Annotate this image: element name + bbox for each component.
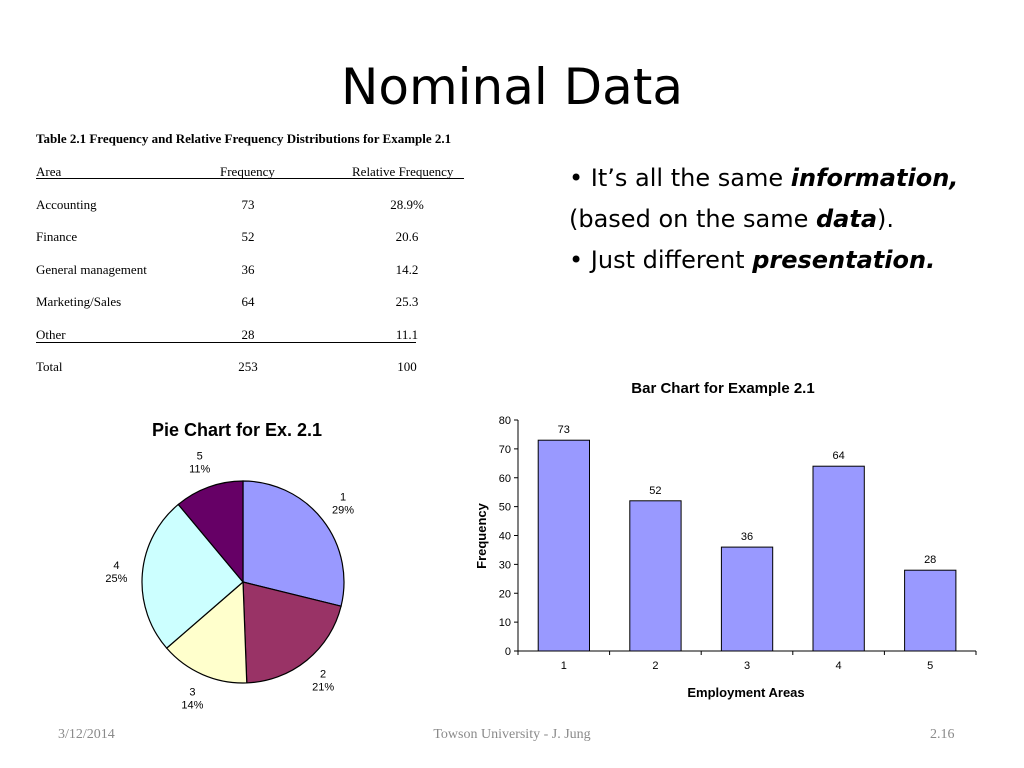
footer-page-number: 2.16 bbox=[930, 727, 955, 742]
y-tick-label: 60 bbox=[499, 473, 511, 485]
cell-frequency: 73 bbox=[241, 196, 255, 212]
bar-5 bbox=[904, 569, 957, 652]
bar-data-label-3: 36 bbox=[741, 531, 753, 543]
x-tick-label-3: 3 bbox=[744, 660, 750, 672]
table-header-row: Area Frequency Relative Frequency bbox=[36, 158, 466, 191]
footer-date: 3/12/2014 bbox=[58, 727, 115, 742]
pie-label-5: 5 bbox=[197, 451, 203, 463]
pie-percent-5: 11% bbox=[189, 464, 210, 476]
pie-label-4: 4 bbox=[113, 560, 119, 572]
pie-slice-4 bbox=[141, 503, 244, 649]
cell-area: Marketing/Sales bbox=[36, 294, 122, 309]
pie-label-3: 3 bbox=[189, 687, 195, 699]
pie-label-2: 2 bbox=[320, 669, 326, 681]
pie-slices bbox=[141, 480, 345, 684]
cell-area: General management bbox=[36, 261, 147, 277]
y-tick-label: 20 bbox=[499, 588, 511, 600]
cell-frequency: 36 bbox=[241, 261, 255, 277]
bullet-item: (based on the same data). bbox=[569, 199, 1009, 240]
header-relative-frequency: Relative Frequency bbox=[352, 164, 454, 179]
x-tick-label-1: 1 bbox=[561, 660, 567, 672]
cell-relative-frequency: 25.3 bbox=[395, 294, 419, 309]
y-tick-label: 0 bbox=[505, 646, 511, 658]
x-tick-label-4: 4 bbox=[836, 660, 842, 672]
header-rule bbox=[36, 178, 464, 179]
bar-2 bbox=[629, 500, 682, 652]
bar-axes: 0 10 20 30 40 50 60 70 80 1 2 3 4 5 bbox=[499, 415, 977, 672]
bar-data-label-1: 73 bbox=[558, 424, 570, 436]
pie-labels: 129% 221% 314% 425% 511% bbox=[105, 451, 354, 712]
pie-slice-5 bbox=[177, 480, 244, 584]
bar-3 bbox=[720, 546, 774, 652]
cell-frequency: 52 bbox=[241, 229, 255, 244]
x-tick-label-5: 5 bbox=[927, 660, 933, 672]
cell-frequency: 64 bbox=[241, 294, 255, 309]
y-tick-label: 40 bbox=[499, 531, 511, 543]
footer-center: Towson University - J. Jung bbox=[433, 727, 591, 742]
bar-data-label-5: 28 bbox=[924, 554, 936, 566]
table-row: Accounting 73 28.9% bbox=[36, 191, 466, 224]
slide-title: Nominal Data bbox=[340, 58, 684, 116]
cell-area: Accounting bbox=[36, 196, 97, 212]
cell-relative-frequency: 100 bbox=[397, 359, 417, 374]
table-row: Finance 52 20.6 bbox=[36, 223, 466, 256]
bar-1 bbox=[537, 439, 590, 652]
cell-relative-frequency: 20.6 bbox=[395, 229, 419, 244]
subtotal-rule bbox=[36, 341, 416, 343]
bar-chart: Bar Chart for Example 2.1 0 10 20 30 40 50 60 7… bbox=[474, 380, 977, 700]
table-row-total: Total 253 100 bbox=[36, 353, 466, 386]
bar-bars: 73 52 36 64 28 bbox=[537, 424, 957, 652]
bullet-list: • It’s all the same information, (based … bbox=[569, 158, 1009, 281]
y-tick-label: 30 bbox=[499, 559, 511, 571]
pie-percent-3: 14% bbox=[181, 700, 203, 712]
cell-area: Finance bbox=[36, 229, 78, 244]
cell-relative-frequency: 11.1 bbox=[395, 326, 419, 342]
bullet-marker: • bbox=[569, 246, 584, 274]
table-row: General management 36 14.2 bbox=[36, 256, 466, 289]
header-frequency: Frequency bbox=[220, 164, 275, 179]
y-tick-label: 80 bbox=[499, 415, 511, 427]
cell-frequency: 28 bbox=[241, 326, 255, 342]
bullet-text: Just different bbox=[590, 246, 753, 274]
bar-data-label-4: 64 bbox=[832, 450, 844, 462]
bar-4 bbox=[812, 465, 865, 652]
x-tick-label-2: 2 bbox=[652, 660, 658, 672]
bullet-text: It’s all the same bbox=[590, 164, 791, 192]
bar-chart-xlabel: Employment Areas bbox=[687, 685, 804, 700]
y-tick-label: 50 bbox=[499, 502, 511, 514]
cell-area: Other bbox=[36, 326, 66, 342]
pie-slice-2 bbox=[242, 581, 342, 684]
header-area: Area bbox=[36, 164, 62, 179]
pie-chart-title: Pie Chart for Ex. 2.1 bbox=[152, 420, 322, 440]
bullet-item: • Just different presentation. bbox=[569, 240, 1009, 281]
table-row: Other 28 11.1 bbox=[36, 321, 466, 354]
y-tick-label: 70 bbox=[499, 444, 511, 456]
frequency-table: Area Frequency Relative Frequency Accoun… bbox=[36, 158, 466, 386]
cell-frequency: 253 bbox=[238, 359, 258, 374]
bullet-emphasis: information, bbox=[790, 164, 959, 192]
cell-relative-frequency: 28.9% bbox=[390, 196, 424, 212]
table-row: Marketing/Sales 64 25.3 bbox=[36, 288, 466, 321]
cell-area: Total bbox=[36, 359, 63, 374]
bullet-emphasis: data bbox=[815, 205, 878, 233]
bullet-text: (based on the same bbox=[569, 205, 816, 233]
bar-chart-ylabel: Frequency bbox=[474, 502, 489, 569]
bullet-item: • It’s all the same information, bbox=[569, 158, 1009, 199]
pie-percent-2: 21% bbox=[312, 682, 334, 694]
bullet-text-tail: ). bbox=[877, 205, 895, 233]
bar-data-label-2: 52 bbox=[649, 485, 661, 497]
table-caption: Table 2.1 Frequency and Relative Frequen… bbox=[36, 131, 452, 146]
bullet-emphasis: presentation. bbox=[752, 246, 936, 274]
pie-label-1: 1 bbox=[340, 492, 346, 504]
pie-percent-4: 25% bbox=[105, 573, 127, 585]
bar-chart-title: Bar Chart for Example 2.1 bbox=[631, 380, 814, 397]
cell-relative-frequency: 14.2 bbox=[395, 261, 419, 277]
pie-chart: Pie Chart for Ex. 2.1 129% 221% 314% 425% 51… bbox=[105, 420, 354, 712]
pie-percent-1: 29% bbox=[332, 505, 354, 517]
pie-slice-1 bbox=[242, 480, 345, 607]
bullet-marker: • bbox=[569, 164, 584, 192]
y-tick-label: 10 bbox=[499, 617, 511, 629]
pie-slice-3 bbox=[165, 580, 248, 684]
